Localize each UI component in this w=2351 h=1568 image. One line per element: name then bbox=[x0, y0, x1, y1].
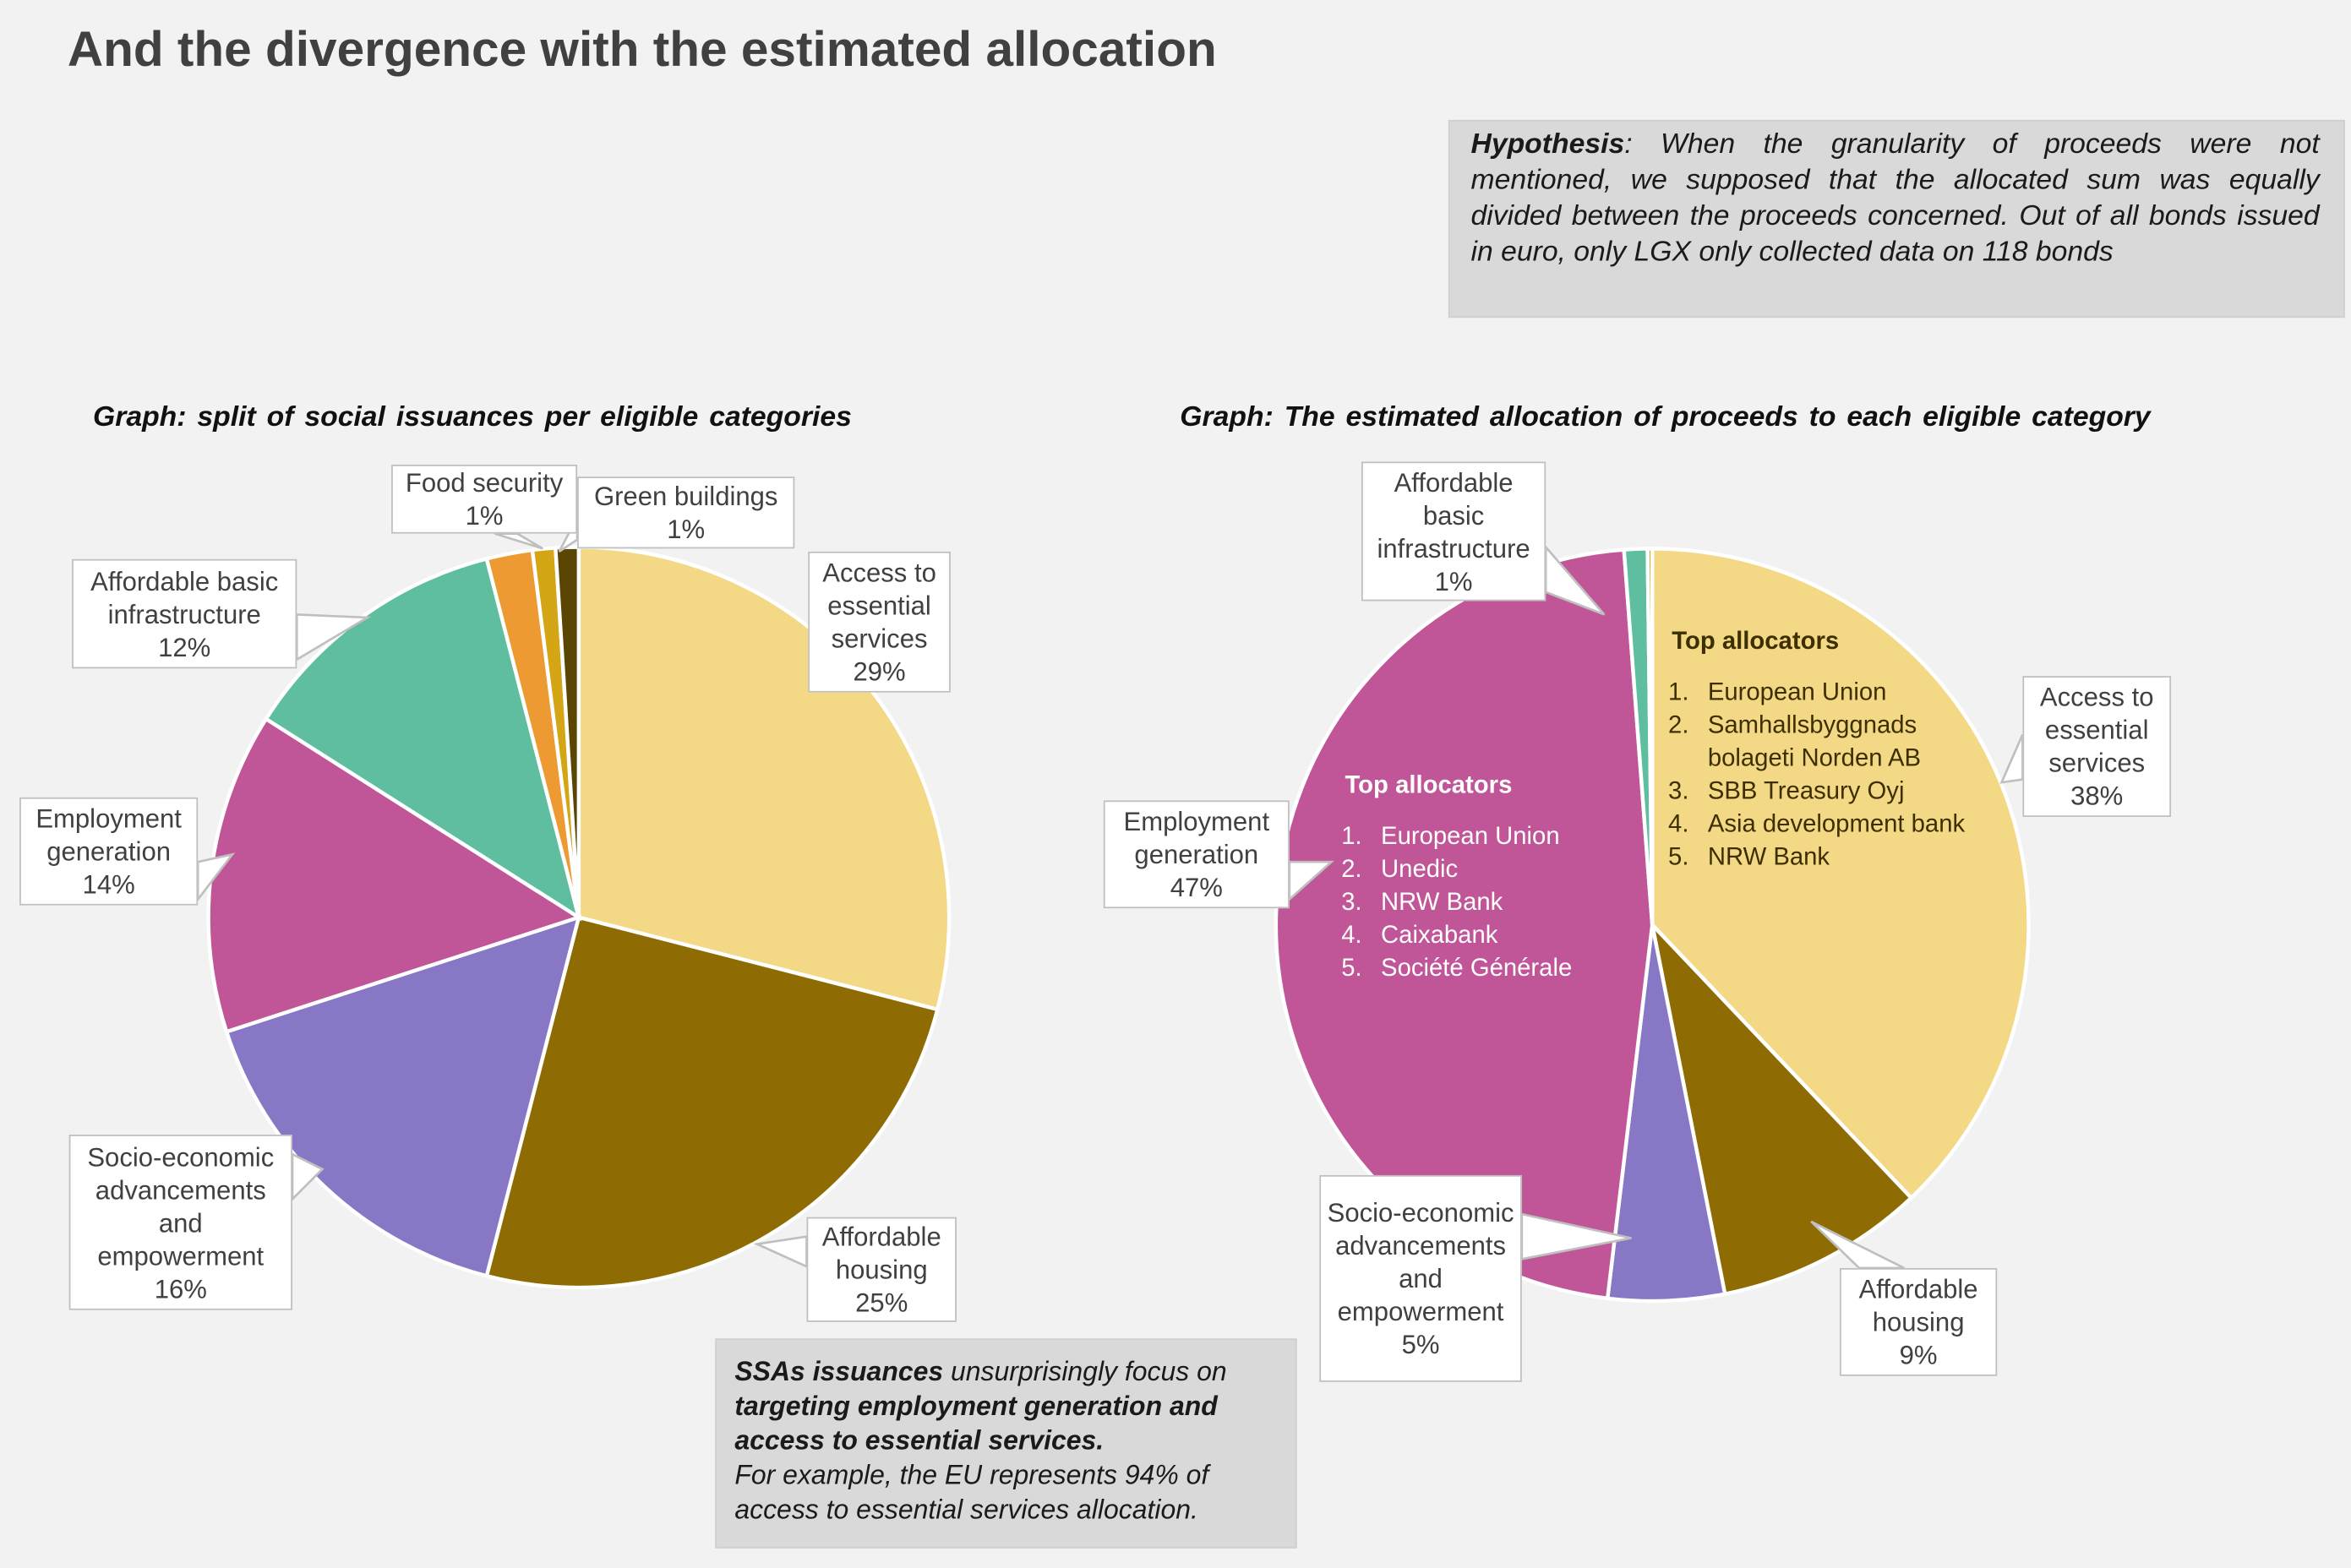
allocator-item: Samhallsbyggnads bolageti Norden AB bbox=[1696, 709, 1972, 775]
label-green-buildings: Green buildings 1% bbox=[577, 476, 795, 549]
ssa-example: For example, the EU represents 94% of ac… bbox=[734, 1460, 1209, 1525]
label-food-security: Food security 1% bbox=[391, 465, 578, 534]
label-affordable-infra-right: Affordable basic infrastructure 1% bbox=[1361, 461, 1546, 602]
label-socio-left: Socio-economic advancements and empowerm… bbox=[68, 1135, 292, 1310]
pie-slice-affordable-housing bbox=[1649, 918, 1914, 1297]
pie-slice-affordable-housing bbox=[484, 915, 941, 1290]
pie-slice-access-to-essential-services bbox=[1650, 547, 2031, 1200]
ssa-bold: SSAs issuances bbox=[734, 1356, 944, 1387]
label-access-left: Access to essential services 29% bbox=[808, 551, 951, 693]
pointer-employment-left bbox=[196, 852, 236, 903]
ssa-note-box: SSAs issuances unsurprisingly focus on t… bbox=[715, 1338, 1297, 1549]
label-access-right: Access to essential services 38% bbox=[2022, 676, 2172, 817]
label-housing-right: Affordable housing 9% bbox=[1839, 1267, 1998, 1376]
label-affordable-infra-left: Affordable basic infrastructure 12% bbox=[72, 558, 297, 669]
allocator-item: European Union bbox=[1369, 819, 1630, 852]
pie-slice-unlabeled bbox=[1645, 547, 1655, 925]
pointer-housing-left bbox=[753, 1235, 808, 1269]
pointer-access-right bbox=[1999, 733, 2024, 784]
top-allocators-access: Top allocators European Union Samhallsby… bbox=[1672, 625, 1972, 874]
hypothesis-box: Hypothesis: When the granularity of proc… bbox=[1448, 119, 2345, 318]
allocator-item: Asia development bank bbox=[1696, 808, 1972, 841]
ssa-bold-2: targeting employment generation and acce… bbox=[734, 1391, 1218, 1456]
label-socio-right: Socio-economic advancements and empowerm… bbox=[1319, 1174, 1522, 1382]
label-housing-left: Affordable housing 25% bbox=[806, 1217, 957, 1322]
allocator-item: European Union bbox=[1696, 676, 1972, 709]
top-allocators-employment: Top allocators European Union Unedic NRW… bbox=[1345, 769, 1629, 984]
pointer-food-security bbox=[494, 532, 543, 550]
allocator-item: Unedic bbox=[1369, 853, 1630, 886]
slide-title: And the divergence with the estimated al… bbox=[67, 20, 1217, 77]
ssa-text: unsurprisingly focus on bbox=[943, 1356, 1227, 1387]
hypothesis-text: : When the granularity of proceeds were … bbox=[1470, 128, 2320, 269]
pie-slice-socio-economic-advancements-and-empowerment bbox=[224, 914, 581, 1278]
hypothesis-label: Hypothesis bbox=[1470, 128, 1625, 161]
allocator-item: SBB Treasury Oyj bbox=[1696, 775, 1972, 808]
allocator-item: NRW Bank bbox=[1369, 886, 1630, 919]
allocator-item: Société Générale bbox=[1369, 952, 1630, 985]
label-employment-left: Employment generation 14% bbox=[19, 797, 199, 906]
right-chart-title: Graph: The estimated allocation of proce… bbox=[1180, 401, 2151, 433]
top-allocators-heading: Top allocators bbox=[1672, 628, 1840, 656]
right-pie bbox=[1274, 547, 2031, 1304]
label-employment-right: Employment generation 47% bbox=[1103, 800, 1290, 909]
left-chart-title: Graph: split of social issuances per eli… bbox=[93, 401, 852, 433]
left-pie bbox=[206, 545, 952, 1290]
allocator-item: Caixabank bbox=[1369, 919, 1630, 952]
allocator-item: NRW Bank bbox=[1696, 841, 1972, 874]
top-allocators-heading: Top allocators bbox=[1345, 771, 1513, 799]
callout-pointers bbox=[196, 516, 2024, 1270]
